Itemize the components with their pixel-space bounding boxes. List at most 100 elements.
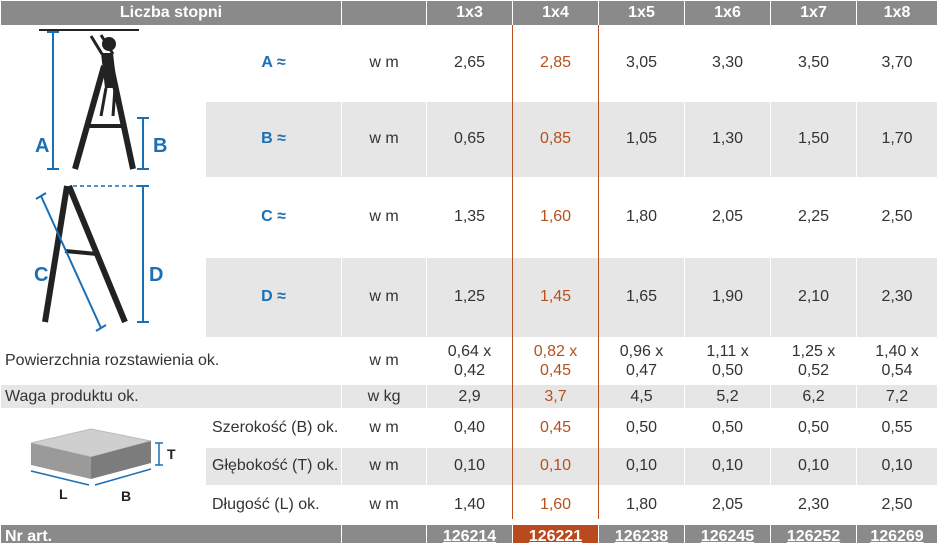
ladder-illustration: A B C — [0, 25, 206, 338]
value-cell: 6,2 — [770, 384, 858, 409]
package-illustration: T L B — [0, 408, 206, 525]
article-link[interactable]: 126214 — [442, 527, 497, 543]
value-cell: 7,2 — [856, 384, 937, 409]
value-cell: 3,05 — [598, 25, 686, 102]
value-cell: 4,5 — [598, 384, 686, 409]
row-label-c: C ≈ — [204, 176, 343, 258]
value-cell-highlighted: 0,10 — [512, 446, 600, 487]
value-cell-highlighted: 1,60 — [512, 485, 600, 525]
package-length-label: Długość (L) ok. — [204, 485, 343, 525]
value-cell: 2,25 — [770, 176, 858, 258]
value-cell: 0,50 — [684, 408, 772, 448]
value-cell: 3,30 — [684, 25, 772, 102]
article-link[interactable]: 126238 — [614, 527, 669, 543]
area-label: Powierzchnia rozstawienia ok. — [0, 337, 343, 385]
row-label-a: A ≈ — [204, 25, 343, 102]
value-cell: 0,10 — [770, 446, 858, 487]
svg-text:B: B — [121, 488, 131, 504]
svg-text:L: L — [59, 486, 68, 502]
value-cell: 1,65 — [598, 256, 686, 339]
table-row: Głębokość (T) ok. w m 0,10 0,10 0,10 0,1… — [1, 446, 937, 487]
article-link[interactable]: 126221 — [528, 527, 583, 543]
value-cell: 1,50 — [770, 100, 858, 178]
value-cell: 2,05 — [684, 485, 772, 525]
svg-text:C: C — [34, 264, 48, 286]
value-cell: 1,40 x 0,54 — [856, 337, 937, 385]
value-cell: 1,90 — [684, 256, 772, 339]
header-col-1x6: 1x6 — [684, 0, 772, 26]
value-cell: 2,50 — [856, 485, 937, 525]
unit-cell: w m — [341, 256, 428, 339]
value-cell-highlighted: 0,85 — [512, 100, 600, 178]
header-col-1x5: 1x5 — [598, 0, 686, 26]
article-cell-highlighted: 126221 — [512, 524, 600, 543]
value-cell-highlighted: 0,82 x 0,45 — [512, 337, 600, 385]
svg-text:B: B — [153, 135, 167, 157]
value-cell: 1,25 x 0,52 — [770, 337, 858, 385]
value-cell: 2,30 — [770, 485, 858, 525]
value-cell: 1,80 — [598, 176, 686, 258]
article-link[interactable]: 126269 — [870, 527, 924, 543]
svg-text:A: A — [35, 135, 49, 157]
table-row: Długość (L) ok. w m 1,40 1,60 1,80 2,05 … — [1, 485, 937, 525]
value-cell: 0,10 — [856, 446, 937, 487]
value-cell: 1,70 — [856, 100, 937, 178]
table-row: D ≈ w m 1,25 1,45 1,65 1,90 2,10 2,30 — [1, 256, 937, 339]
value-cell: 0,10 — [684, 446, 772, 487]
article-cell: 126214 — [426, 524, 514, 543]
value-cell-highlighted: 3,7 — [512, 384, 600, 409]
unit-cell: w m — [341, 408, 428, 448]
value-cell: 2,50 — [856, 176, 937, 258]
table-row: T L B Szerokość (B) ok. w m 0,40 0,45 0,… — [0, 408, 937, 525]
value-cell: 0,50 — [770, 408, 858, 448]
table-row: Powierzchnia rozstawienia ok. w m 0,64 x… — [0, 337, 937, 385]
svg-text:D: D — [149, 264, 163, 286]
article-label: Nr art. — [0, 524, 343, 543]
value-cell: 0,40 — [426, 408, 514, 448]
value-cell: 1,35 — [426, 176, 514, 258]
value-cell: 2,65 — [426, 25, 514, 102]
article-link[interactable]: 126252 — [786, 527, 841, 543]
package-width-label: Szerokość (B) ok. — [204, 408, 343, 448]
table-row: Waga produktu ok. w kg 2,9 3,7 4,5 5,2 6… — [0, 384, 937, 409]
value-cell: 0,10 — [598, 446, 686, 487]
value-cell: 0,64 x 0,42 — [426, 337, 514, 385]
unit-cell: w m — [341, 176, 428, 258]
value-cell: 5,2 — [684, 384, 772, 409]
article-link[interactable]: 126245 — [700, 527, 755, 543]
article-cell: 126238 — [598, 524, 686, 543]
ladder-diagram-icon: A B C — [34, 29, 167, 332]
table-row: C ≈ w m 1,35 1,60 1,80 2,05 2,25 2,50 — [1, 176, 937, 258]
value-cell: 0,10 — [426, 446, 514, 487]
weight-label: Waga produktu ok. — [0, 384, 343, 409]
value-cell: 0,55 — [856, 408, 937, 448]
unit-cell: w m — [341, 485, 428, 525]
header-col-1x8: 1x8 — [856, 0, 937, 26]
article-cell: 126245 — [684, 524, 772, 543]
value-cell-highlighted: 1,45 — [512, 256, 600, 339]
table-row: A B C — [0, 25, 937, 338]
value-cell: 1,11 x 0,50 — [684, 337, 772, 385]
value-cell: 3,50 — [770, 25, 858, 102]
header-col-1x3: 1x3 — [426, 0, 514, 26]
value-cell: 0,65 — [426, 100, 514, 178]
value-cell-highlighted: 0,45 — [512, 408, 600, 448]
box-diagram-icon: T L B — [30, 428, 176, 504]
unit-cell: w m — [341, 100, 428, 178]
value-cell: 0,50 — [598, 408, 686, 448]
unit-cell: w m — [341, 337, 428, 385]
row-label-b: B ≈ — [204, 100, 343, 178]
value-cell: 2,9 — [426, 384, 514, 409]
header-col-1x7: 1x7 — [770, 0, 858, 26]
package-depth-label: Głębokość (T) ok. — [204, 446, 343, 487]
value-cell: 2,10 — [770, 256, 858, 339]
value-cell: 1,40 — [426, 485, 514, 525]
value-cell: 2,05 — [684, 176, 772, 258]
value-cell: 3,70 — [856, 25, 937, 102]
article-unit-blank — [341, 524, 428, 543]
header-row: Liczba stopni 1x3 1x4 1x5 1x6 1x7 1x8 — [0, 0, 937, 26]
value-cell: 2,30 — [856, 256, 937, 339]
row-label-d: D ≈ — [204, 256, 343, 339]
